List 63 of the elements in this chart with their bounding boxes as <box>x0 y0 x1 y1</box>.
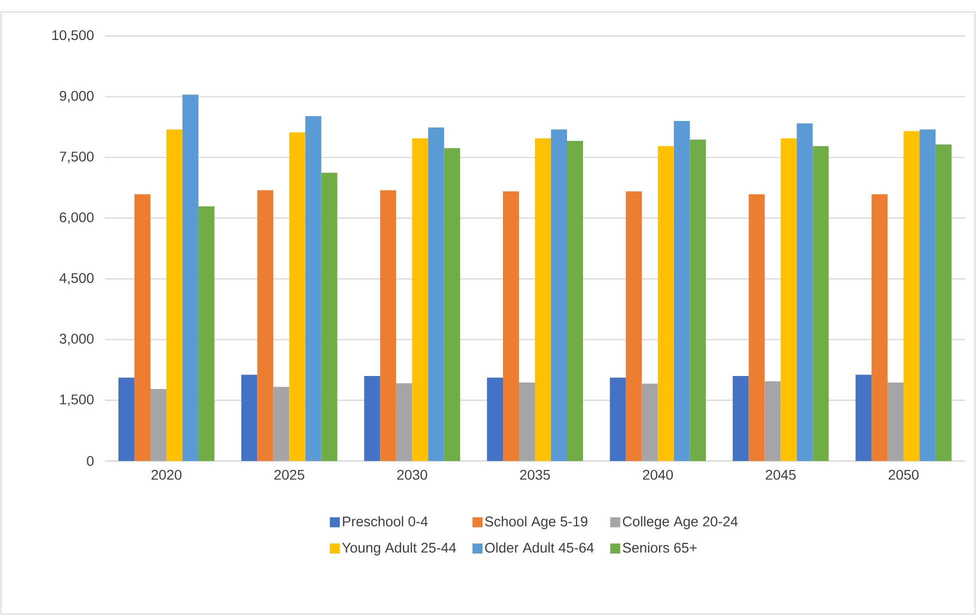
y-tick-label: 4,500 <box>59 273 94 285</box>
bar <box>732 376 749 461</box>
bar <box>764 381 781 461</box>
y-tick-label: 6,000 <box>60 212 94 224</box>
bar <box>166 129 182 461</box>
y-tick-label: 1,500 <box>60 394 94 406</box>
bar <box>380 190 396 461</box>
bar <box>904 131 920 461</box>
bar <box>690 140 706 461</box>
legend-label: School Age 5-19 <box>485 516 588 530</box>
bar <box>321 172 338 461</box>
bar <box>748 194 765 461</box>
bar <box>428 127 444 461</box>
legend-label: Older Adult 45-64 <box>485 542 594 553</box>
x-tick-label: 2020 <box>152 470 182 480</box>
bar <box>519 382 536 461</box>
bar <box>198 206 214 461</box>
bar <box>503 191 520 461</box>
bar <box>551 129 568 461</box>
legend-label: Young Adult 25-44 <box>342 542 456 556</box>
bar <box>118 378 134 461</box>
x-tick-label: 2050 <box>888 470 919 480</box>
y-tick-label: 10,500 <box>52 30 94 42</box>
bar <box>920 129 936 461</box>
bar <box>535 138 552 461</box>
bar <box>305 116 322 461</box>
bar <box>289 132 306 461</box>
y-tick-label: 9,000 <box>60 90 94 102</box>
bar <box>936 144 952 461</box>
bar <box>567 140 584 461</box>
bar <box>273 386 290 461</box>
bar <box>610 378 626 461</box>
bar <box>642 384 658 461</box>
bar <box>780 138 797 461</box>
x-tick-label: 2030 <box>397 470 428 480</box>
x-tick-label: 2045 <box>766 470 796 480</box>
bar <box>182 94 198 461</box>
x-tick-label: 2040 <box>642 470 673 480</box>
x-tick-label: 2025 <box>274 470 304 480</box>
bar <box>812 146 829 461</box>
bar <box>364 376 380 461</box>
bar <box>856 374 872 461</box>
legend-label: Seniors 65+ <box>622 542 697 553</box>
bar <box>626 191 642 461</box>
y-tick-label: 7,500 <box>60 152 94 164</box>
legend-label: Preschool 0-4 <box>342 516 428 526</box>
x-tick-label: 2035 <box>520 470 550 480</box>
bar <box>257 190 274 461</box>
bar <box>150 388 166 461</box>
bar <box>444 148 460 461</box>
bar <box>674 120 690 461</box>
y-tick-label: 0 <box>86 456 94 466</box>
bar <box>888 382 904 461</box>
y-tick-label: 3,000 <box>60 334 94 346</box>
bar <box>396 383 412 461</box>
legend-label: College Age 20-24 <box>622 516 738 530</box>
bar <box>487 378 504 461</box>
bar <box>134 194 150 461</box>
bar <box>872 194 888 461</box>
bar <box>241 374 258 461</box>
bar <box>658 146 674 461</box>
bar <box>796 123 813 461</box>
bar <box>412 138 428 461</box>
